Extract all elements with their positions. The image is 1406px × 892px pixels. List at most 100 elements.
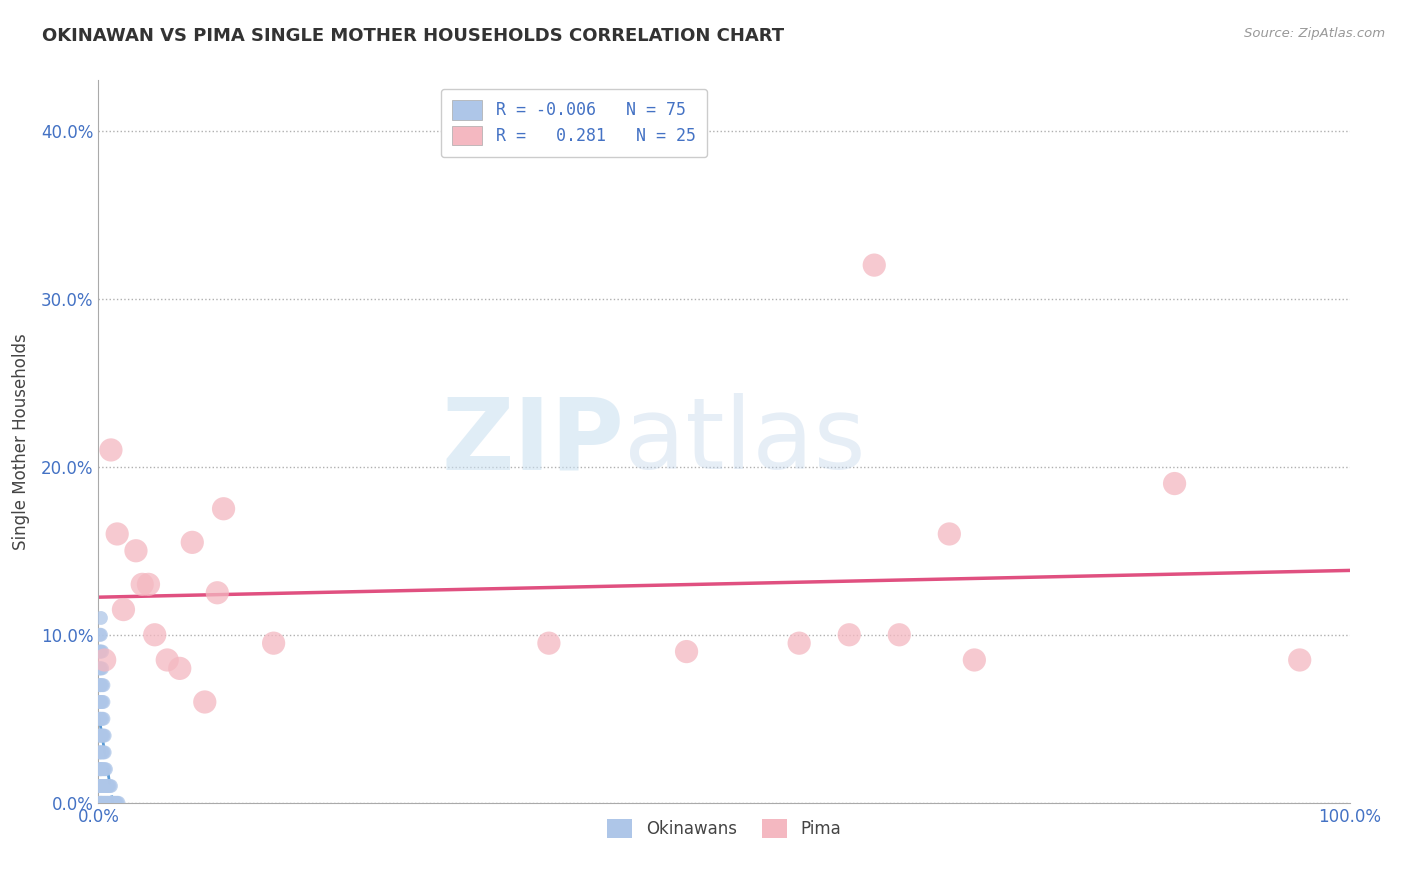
- Point: [138, 577, 160, 591]
- Point: [125, 543, 148, 558]
- Point: [263, 636, 285, 650]
- Text: Source: ZipAtlas.com: Source: ZipAtlas.com: [1244, 27, 1385, 40]
- Point: [1163, 476, 1185, 491]
- Point: [90, 678, 112, 692]
- Point: [107, 796, 129, 810]
- Point: [89, 779, 111, 793]
- Point: [97, 796, 120, 810]
- Point: [93, 779, 115, 793]
- Point: [89, 678, 111, 692]
- Point: [537, 636, 560, 650]
- Point: [212, 501, 235, 516]
- Point: [89, 796, 111, 810]
- Point: [100, 442, 122, 457]
- Point: [90, 644, 112, 658]
- Point: [90, 779, 112, 793]
- Text: ZIP: ZIP: [441, 393, 624, 490]
- Point: [105, 527, 128, 541]
- Point: [93, 779, 115, 793]
- Point: [89, 762, 111, 776]
- Text: atlas: atlas: [624, 393, 866, 490]
- Point: [101, 796, 124, 810]
- Text: OKINAWAN VS PIMA SINGLE MOTHER HOUSEHOLDS CORRELATION CHART: OKINAWAN VS PIMA SINGLE MOTHER HOUSEHOLD…: [42, 27, 785, 45]
- Point: [93, 653, 115, 667]
- Point: [90, 762, 112, 776]
- Point: [91, 779, 114, 793]
- Point: [675, 644, 697, 658]
- Point: [89, 762, 111, 776]
- Point: [194, 695, 217, 709]
- Point: [89, 628, 111, 642]
- Point: [131, 577, 153, 591]
- Point: [96, 779, 118, 793]
- Point: [104, 796, 127, 810]
- Point: [94, 779, 117, 793]
- Point: [89, 661, 111, 675]
- Point: [93, 729, 115, 743]
- Point: [112, 602, 135, 616]
- Point: [89, 745, 111, 759]
- Point: [89, 644, 111, 658]
- Point: [963, 653, 986, 667]
- Point: [93, 678, 115, 692]
- Point: [156, 653, 179, 667]
- Point: [100, 796, 122, 810]
- Point: [104, 796, 127, 810]
- Point: [89, 678, 111, 692]
- Point: [181, 535, 204, 549]
- Point: [91, 695, 114, 709]
- Point: [90, 779, 112, 793]
- Y-axis label: Single Mother Households: Single Mother Households: [11, 334, 30, 549]
- Point: [938, 527, 960, 541]
- Point: [93, 729, 115, 743]
- Point: [90, 796, 112, 810]
- Point: [787, 636, 810, 650]
- Point: [889, 628, 911, 642]
- Point: [105, 796, 128, 810]
- Point: [96, 796, 118, 810]
- Point: [98, 779, 121, 793]
- Point: [93, 695, 115, 709]
- Point: [93, 745, 115, 759]
- Point: [93, 796, 115, 810]
- Point: [169, 661, 191, 675]
- Point: [89, 661, 111, 675]
- Point: [89, 779, 111, 793]
- Point: [91, 712, 114, 726]
- Point: [90, 611, 112, 625]
- Point: [103, 796, 125, 810]
- Point: [91, 661, 114, 675]
- Point: [1288, 653, 1310, 667]
- Point: [89, 695, 111, 709]
- Point: [89, 745, 111, 759]
- Point: [863, 258, 886, 272]
- Point: [91, 678, 114, 692]
- Point: [90, 762, 112, 776]
- Point: [100, 779, 122, 793]
- Point: [90, 661, 112, 675]
- Point: [90, 745, 112, 759]
- Point: [97, 779, 120, 793]
- Point: [91, 644, 114, 658]
- Point: [90, 695, 112, 709]
- Point: [90, 729, 112, 743]
- Point: [91, 729, 114, 743]
- Point: [93, 796, 115, 810]
- Point: [93, 762, 115, 776]
- Point: [94, 762, 117, 776]
- Point: [93, 712, 115, 726]
- Point: [98, 796, 121, 810]
- Point: [91, 796, 114, 810]
- Point: [89, 712, 111, 726]
- Point: [89, 695, 111, 709]
- Point: [91, 762, 114, 776]
- Point: [91, 745, 114, 759]
- Point: [89, 729, 111, 743]
- Point: [89, 729, 111, 743]
- Legend: Okinawans, Pima: Okinawans, Pima: [600, 813, 848, 845]
- Point: [93, 745, 115, 759]
- Point: [207, 586, 229, 600]
- Point: [89, 712, 111, 726]
- Point: [94, 796, 117, 810]
- Point: [143, 628, 166, 642]
